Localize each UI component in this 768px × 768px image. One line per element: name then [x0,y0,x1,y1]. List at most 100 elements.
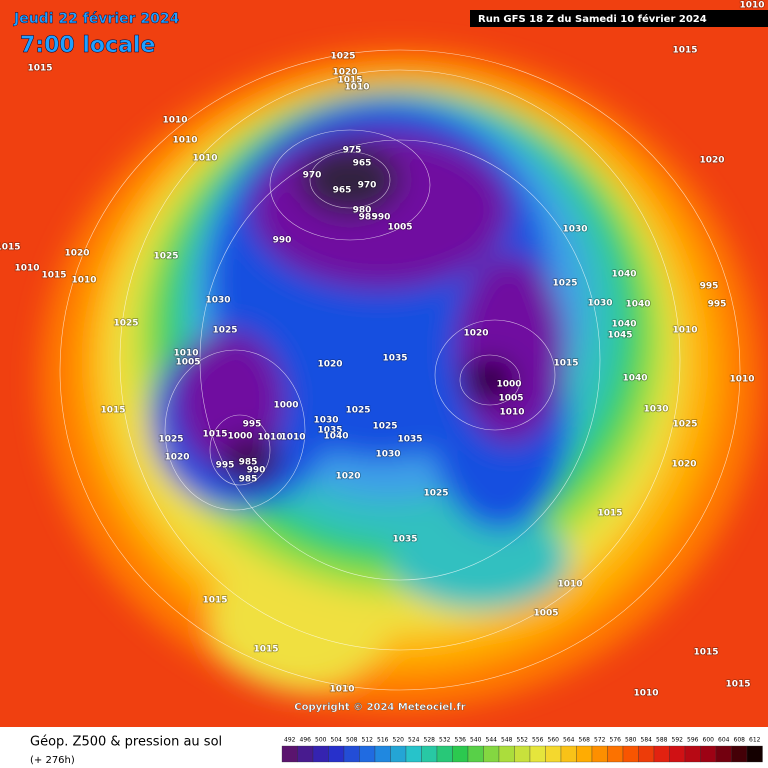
time: 7:00 locale [20,33,155,58]
pressure-label: 1035 [382,354,407,364]
colorbar-label: 592 [672,737,684,744]
pressure-label: 1025 [212,326,237,336]
pressure-label: 1010 [173,349,198,359]
geopotential-field [0,0,768,727]
colorbar-cell [390,745,407,763]
colorbar-label: 512 [362,737,374,744]
pressure-label: 1040 [611,270,636,280]
pressure-label: 1015 [553,359,578,369]
colorbar-cell [374,745,391,763]
pressure-label: 1010 [633,689,658,699]
colorbar-cell [700,745,717,763]
colorbar-cell [297,745,314,763]
colorbar-label: 612 [749,737,761,744]
pressure-label: 995 [700,282,719,292]
colorbar-label: 600 [703,737,715,744]
pressure-label: 1010 [172,136,197,146]
pressure-label: 1020 [64,249,89,259]
pressure-label: 1020 [699,156,724,166]
pressure-label: 1035 [392,535,417,545]
copyright: Copyright © 2024 Meteociel.fr [294,702,465,713]
pressure-label: 985 [239,458,258,468]
pressure-label: 985 [239,475,258,485]
pressure-label: 1025 [672,420,697,430]
colorbar-label: 584 [641,737,653,744]
pressure-label: 1025 [158,435,183,445]
pressure-label: 1010 [71,276,96,286]
pressure-label: 1000 [273,401,298,411]
pressure-label: 970 [303,171,322,181]
colorbar-cell [576,745,593,763]
pressure-label: 1030 [562,225,587,235]
colorbar-label: 508 [346,737,358,744]
pressure-label: 1015 [672,46,697,56]
pressure-label: 1020 [332,68,357,78]
pressure-label: 1025 [113,319,138,329]
pressure-label: 1015 [202,596,227,606]
pressure-label: 1040 [622,374,647,384]
colorbar-cell [545,745,562,763]
colorbar-label: 544 [486,737,498,744]
colorbar-cell [514,745,531,763]
colorbar-label: 580 [625,737,637,744]
pressure-label: 965 [333,186,352,196]
pressure-label: 1025 [372,422,397,432]
colorbar-cell [560,745,577,763]
date: Jeudi 22 février 2024 [13,11,180,27]
pressure-label: 1040 [611,320,636,330]
pressure-label: 1015 [337,76,362,86]
colorbar-cell [669,745,686,763]
pressure-label: 1030 [375,450,400,460]
colorbar-label: 604 [718,737,730,744]
colorbar-label: 528 [424,737,436,744]
colorbar-cell [653,745,670,763]
colorbar-label: 520 [393,737,405,744]
colorbar-cell [452,745,469,763]
pressure-label: 1025 [153,252,178,262]
colorbar-cell [731,745,748,763]
colorbar-label: 524 [408,737,420,744]
colorbar-cell [715,745,732,763]
colorbar-cell [746,745,763,763]
pressure-label: 985 [359,213,378,223]
pressure-label: 1015 [725,680,750,690]
colorbar-cell [312,745,329,763]
pressure-label: 980 [353,206,372,216]
pressure-label: 1010 [257,433,282,443]
pressure-label: 1020 [164,453,189,463]
pressure-label: 1000 [227,432,252,442]
pressure-label: 1025 [423,489,448,499]
pressure-label: 1030 [587,299,612,309]
pressure-label: 1005 [175,358,200,368]
colorbar-label: 560 [548,737,560,744]
pressure-label: 1025 [552,279,577,289]
pressure-label: 1005 [533,609,558,619]
colorbar-label: 536 [455,737,467,744]
pressure-label: 1020 [671,460,696,470]
pressure-label: 1030 [643,405,668,415]
pressure-label: 1030 [205,296,230,306]
pressure-label: 1010 [344,83,369,93]
pressure-label: 1015 [202,430,227,440]
colorbar-label: 596 [687,737,699,744]
footer-lead: (+ 276h) [30,755,75,766]
pressure-label: 990 [372,213,391,223]
colorbar-label: 572 [594,737,606,744]
pressure-label: 1020 [463,329,488,339]
pressure-label: 1025 [345,406,370,416]
colorbar-label: 548 [501,737,513,744]
pressure-label: 1035 [397,435,422,445]
pressure-label: 1025 [330,52,355,62]
colorbar-cell [498,745,515,763]
colorbar-label: 540 [470,737,482,744]
pressure-label: 1015 [27,64,52,74]
pressure-label: 970 [358,181,377,191]
colorbar-label: 516 [377,737,389,744]
pressure-label: 1010 [672,326,697,336]
colorbar-label: 504 [331,737,343,744]
pressure-label: 1020 [317,360,342,370]
run-box [470,10,768,27]
colorbar-label: 496 [300,737,312,744]
pressure-label: 1010 [14,264,39,274]
